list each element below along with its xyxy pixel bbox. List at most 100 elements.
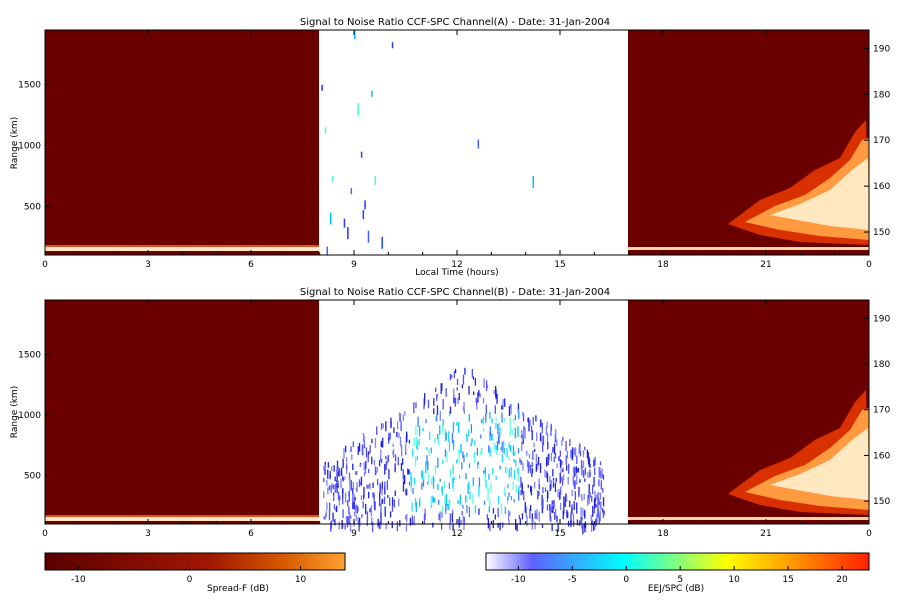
eej-echo xyxy=(406,488,408,496)
eej-echo xyxy=(593,523,595,531)
eej-echo xyxy=(522,413,525,422)
eej-echo xyxy=(430,497,432,506)
eej-echo xyxy=(560,465,562,473)
eej-echo xyxy=(437,435,440,446)
eej-echo xyxy=(431,478,433,485)
colorbar-tick-label: 20 xyxy=(836,575,848,585)
eej-echo xyxy=(349,515,352,519)
eej-echo xyxy=(483,470,485,474)
eej-echo xyxy=(501,441,503,453)
eej-echo xyxy=(514,427,516,438)
eej-echo xyxy=(566,509,568,519)
eej-echo xyxy=(580,507,582,517)
eej-echo xyxy=(427,481,429,485)
eej-echo xyxy=(520,476,522,488)
panel-a-x-axis: 0 3 6 9 12 15 18 21 0 xyxy=(42,30,872,270)
eej-echo xyxy=(416,455,419,461)
eej-echo xyxy=(449,513,451,524)
eej-echo xyxy=(384,485,386,495)
eej-echo xyxy=(364,465,367,474)
eej-echo xyxy=(517,467,519,474)
eej-echo xyxy=(342,458,344,468)
eej-echo xyxy=(384,464,386,475)
eej-echo xyxy=(517,426,519,438)
eej-echo xyxy=(599,492,602,500)
eej-echo xyxy=(405,444,407,452)
eej-echo xyxy=(552,468,554,477)
colorbar-spreadf-bar xyxy=(44,552,346,571)
eej-echo xyxy=(480,434,482,439)
y2-tick-label: 160 xyxy=(873,182,890,192)
eej-echo xyxy=(499,465,501,470)
eej-echo xyxy=(501,454,503,463)
eej-echo xyxy=(439,410,441,422)
eej-echo xyxy=(355,504,357,511)
eej-echo xyxy=(379,521,382,529)
eej-echo xyxy=(323,465,325,471)
eej-echo xyxy=(532,450,534,461)
eej-echo xyxy=(452,464,454,474)
eej-echo xyxy=(327,462,330,468)
eej-echo xyxy=(348,512,351,523)
x-tick-label: 21 xyxy=(760,260,771,270)
eej-echo xyxy=(522,434,524,445)
colorbar-spreadf-label: Spread-F (dB) xyxy=(207,584,269,594)
panel-a-ylabel: Range (km) xyxy=(10,117,20,169)
panel-a-y2-axis: 150 160 170 180 190 xyxy=(864,44,890,238)
eej-echo xyxy=(549,503,551,511)
eej-echo xyxy=(405,451,407,455)
eej-echo xyxy=(336,483,338,493)
eej-echo xyxy=(349,524,352,532)
eej-echo xyxy=(594,497,596,506)
eej-echo xyxy=(434,498,436,503)
eej-echo xyxy=(513,499,515,503)
eej-echo xyxy=(472,477,474,486)
eej-echo xyxy=(354,496,356,501)
eej-echo xyxy=(350,479,353,491)
eej-echo xyxy=(357,516,359,525)
eej-echo xyxy=(504,486,506,492)
eej-echo xyxy=(556,463,558,469)
eej-echo xyxy=(328,509,331,521)
eej-echo xyxy=(548,453,550,461)
eej-echo xyxy=(528,420,530,432)
eej-echo xyxy=(424,508,426,513)
eej-echo xyxy=(504,491,506,497)
eej-echo xyxy=(489,412,491,419)
eej-echo xyxy=(414,498,417,507)
eej-echo xyxy=(579,450,582,457)
eej-echo xyxy=(443,480,446,489)
eej-echo xyxy=(502,522,504,528)
panel-b-plume-core xyxy=(770,428,869,500)
eej-return xyxy=(343,218,346,228)
eej-echo xyxy=(582,460,585,468)
eej-echo xyxy=(565,455,567,465)
eej-echo xyxy=(482,427,485,433)
panel-b-x-axis: 0 3 6 9 12 15 18 21 0 xyxy=(42,300,872,539)
eej-echo xyxy=(504,398,506,407)
eej-echo xyxy=(408,481,411,486)
eej-echo xyxy=(553,500,555,510)
eej-echo xyxy=(435,387,437,393)
eej-echo xyxy=(546,490,549,499)
eej-echo xyxy=(561,476,563,482)
eej-echo xyxy=(362,433,365,443)
eej-echo xyxy=(340,467,343,476)
eej-echo xyxy=(426,447,428,451)
eej-echo xyxy=(564,496,566,508)
eej-echo xyxy=(371,438,373,444)
eej-echo xyxy=(489,447,491,457)
eej-echo xyxy=(508,456,510,460)
eej-echo xyxy=(445,494,448,503)
y2-tick-label: 160 xyxy=(873,451,890,461)
eej-echo xyxy=(588,484,590,495)
eej-echo xyxy=(525,506,528,517)
eej-echo xyxy=(508,492,510,497)
eej-echo xyxy=(589,463,592,469)
eej-echo xyxy=(485,404,487,415)
eej-echo xyxy=(468,386,470,395)
eej-echo xyxy=(584,467,587,476)
eej-echo xyxy=(570,449,572,459)
eej-echo xyxy=(591,521,593,525)
eej-echo xyxy=(552,506,554,514)
